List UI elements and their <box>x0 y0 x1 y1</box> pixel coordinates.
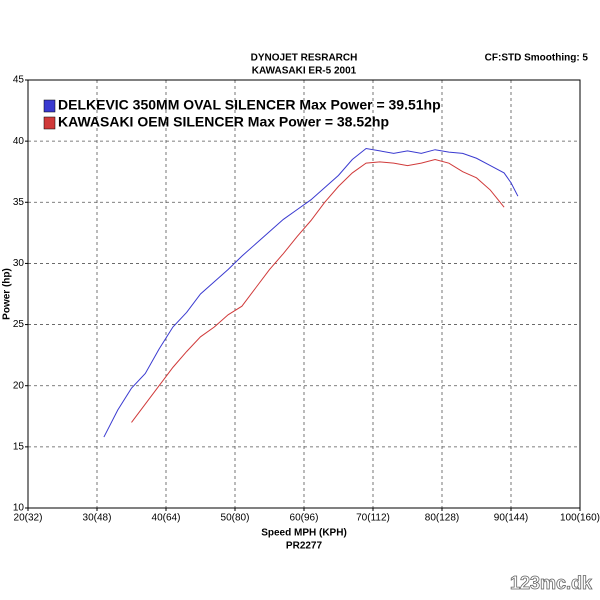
watermark: 123mc.dk <box>510 573 593 593</box>
x-axis-sublabel: PR2277 <box>286 541 323 552</box>
legend-swatch <box>43 116 56 130</box>
y-tick-label: 45 <box>13 75 25 86</box>
x-tick-label: 20(32) <box>14 513 43 524</box>
x-tick-label: 80(128) <box>425 513 459 524</box>
legend-swatch <box>43 99 56 113</box>
x-tick-label: 70(112) <box>356 513 390 524</box>
y-tick-label: 30 <box>13 258 25 269</box>
x-tick-label: 60(96) <box>290 513 319 524</box>
plot-area <box>28 80 580 508</box>
chart-subtitle: KAWASAKI ER-5 2001 <box>252 66 357 77</box>
y-tick-label: 40 <box>13 136 25 147</box>
x-tick-label: 50(80) <box>221 513 250 524</box>
legend-label: KAWASAKI OEM SILENCER Max Power = 38.52h… <box>58 114 389 130</box>
y-tick-label: 10 <box>13 503 25 514</box>
x-tick-label: 100(160) <box>560 513 600 524</box>
y-tick-label: 25 <box>13 319 25 330</box>
series-line <box>131 158 505 423</box>
chart-title: DYNOJET RESRARCH <box>251 53 358 64</box>
series-line <box>103 147 519 438</box>
y-axis-label: Power (hp) <box>2 268 13 320</box>
x-tick-label: 90(144) <box>494 513 528 524</box>
y-tick-label: 20 <box>13 380 25 391</box>
plot-border <box>27 79 581 509</box>
legend-label: DELKEVIC 350MM OVAL SILENCER Max Power =… <box>58 97 441 113</box>
y-tick-label: 35 <box>13 197 25 208</box>
x-tick-label: 30(48) <box>83 513 112 524</box>
x-axis-label: Speed MPH (KPH) <box>261 528 347 539</box>
annotation: CF:STD Smoothing: 5 <box>485 53 589 64</box>
x-tick-label: 40(64) <box>152 513 181 524</box>
y-tick-label: 15 <box>13 441 25 452</box>
